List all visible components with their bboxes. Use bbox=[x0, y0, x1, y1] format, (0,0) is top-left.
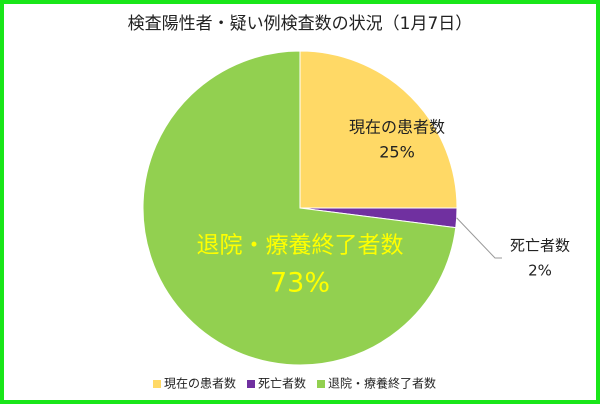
slice-value-label: 2% bbox=[528, 262, 552, 280]
pie-slice bbox=[299, 50, 458, 209]
legend-swatch bbox=[153, 380, 161, 388]
chart-title: 検査陽性者・疑い例検査数の状況（1月7日） bbox=[128, 14, 473, 34]
slice-value-label: 73% bbox=[270, 268, 330, 299]
leader-line bbox=[456, 217, 502, 259]
pie-slice bbox=[142, 50, 457, 366]
slice-value-label: 25% bbox=[379, 143, 415, 162]
legend-label: 死亡者数 bbox=[258, 376, 306, 391]
legend-label: 退院・療養終了者数 bbox=[328, 376, 436, 391]
legend-label: 現在の患者数 bbox=[164, 376, 236, 391]
slice-label: 死亡者数 bbox=[510, 237, 570, 255]
legend-swatch bbox=[317, 380, 325, 388]
slice-label: 退院・療養終了者数 bbox=[197, 233, 404, 259]
legend-swatch bbox=[247, 380, 255, 388]
slice-label: 現在の患者数 bbox=[349, 118, 445, 137]
